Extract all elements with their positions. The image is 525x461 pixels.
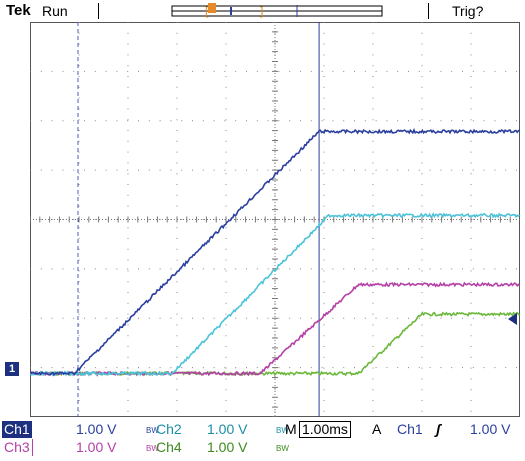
acquisition-status: Run	[42, 3, 68, 19]
ch4-bandwidth-icon: BW	[276, 444, 289, 453]
trigger-slope-icon[interactable]: ʃ	[436, 421, 441, 437]
ch2-label[interactable]: Ch2	[156, 421, 182, 437]
graticule	[30, 22, 520, 417]
readout-row-2: Ch3 1.00 V BW Ch4 1.00 V BW	[0, 439, 525, 456]
ch1-scale[interactable]: 1.00 V	[76, 421, 117, 437]
svg-text:[: [	[205, 4, 209, 18]
ch2-scale[interactable]: 1.00 V	[207, 421, 248, 437]
ch4-label[interactable]: Ch4	[156, 439, 182, 455]
svg-text:]: ]	[260, 4, 263, 18]
ch3-bandwidth-icon: BW	[146, 444, 159, 453]
divider	[98, 3, 99, 19]
ch1-bandwidth-icon: BW	[146, 426, 159, 435]
trigger-level-marker[interactable]	[508, 313, 517, 325]
record-overview[interactable]: [ ]	[0, 0, 525, 22]
ch3-scale[interactable]: 1.00 V	[76, 439, 117, 455]
trigger-level[interactable]: 1.00 V	[470, 421, 511, 437]
ch3-label[interactable]: Ch3	[2, 439, 33, 456]
waveform-display[interactable]	[30, 22, 520, 417]
brand-logo: Tek	[6, 2, 31, 19]
timebase-prefix: M	[285, 421, 297, 437]
ch1-ground-marker[interactable]: 1	[5, 362, 19, 376]
trigger-mode: A	[372, 421, 382, 437]
waveform-ch2	[30, 212, 520, 377]
timebase-value[interactable]: 1.00ms	[299, 421, 351, 438]
readout-row-1: Ch1 1.00 V BW Ch2 1.00 V BW M 1.00ms A C…	[0, 421, 525, 438]
overview-trigger-icon	[208, 3, 216, 13]
status-bar: Tek Run [ ] Trig?	[0, 0, 525, 22]
ch2-bandwidth-icon: BW	[276, 426, 289, 435]
readout-panel: Ch1 1.00 V BW Ch2 1.00 V BW M 1.00ms A C…	[0, 420, 525, 457]
ch4-scale[interactable]: 1.00 V	[207, 439, 248, 455]
divider	[428, 3, 429, 19]
trigger-status: Trig?	[452, 3, 484, 19]
waveform-ch1	[30, 127, 520, 377]
trigger-source[interactable]: Ch1	[397, 421, 423, 437]
ch1-label[interactable]: Ch1	[2, 421, 32, 438]
